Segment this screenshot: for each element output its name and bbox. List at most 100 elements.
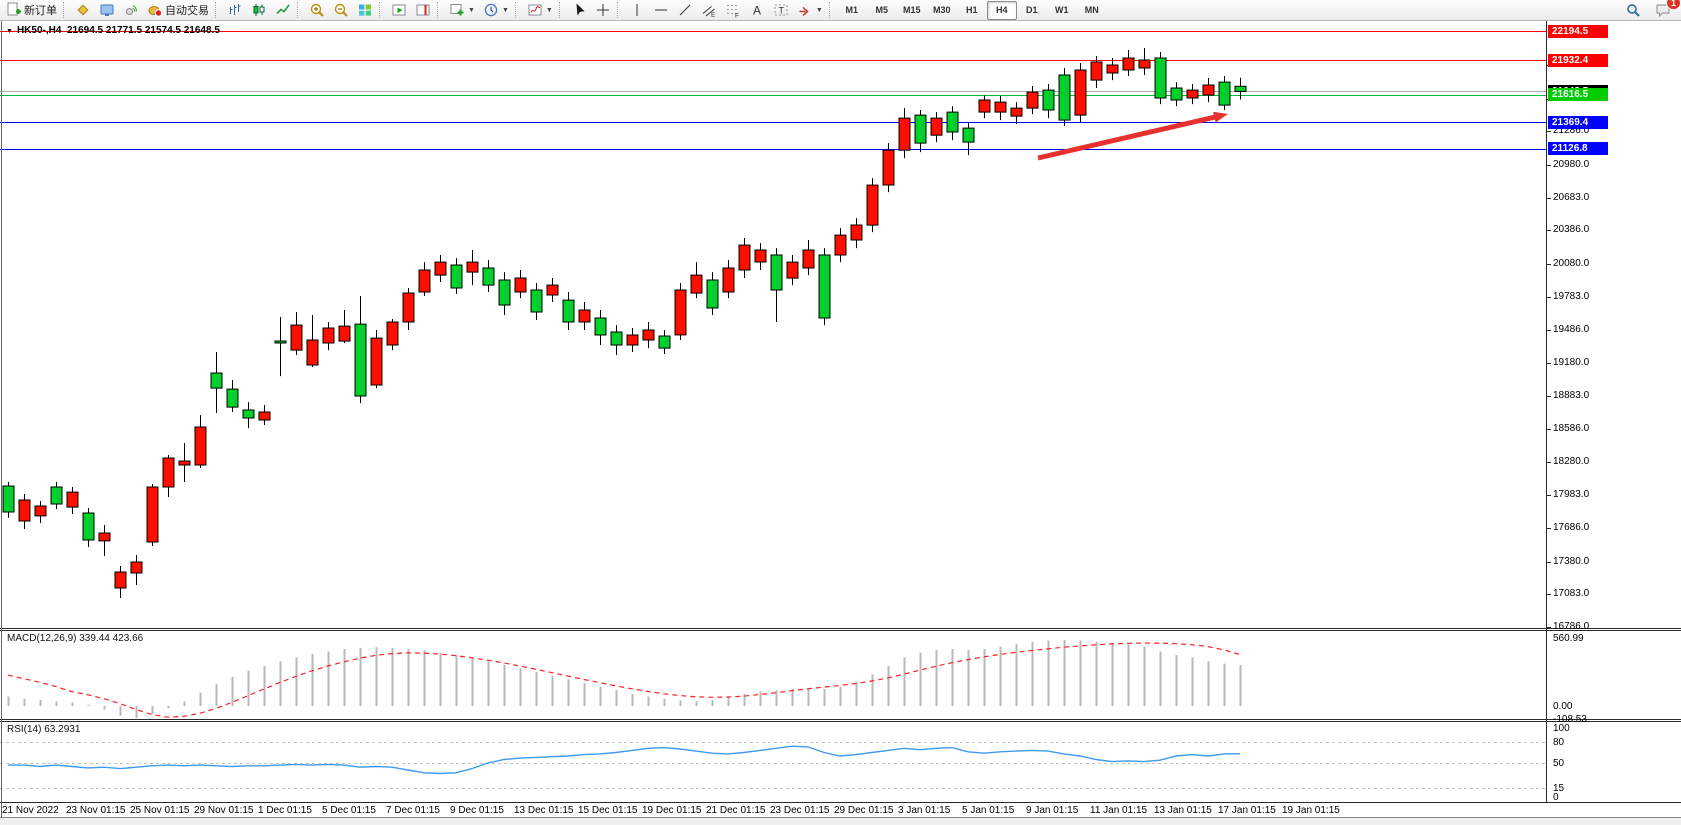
candle <box>162 457 175 488</box>
candle <box>98 532 111 542</box>
price-tick-label: 20683.0 <box>1553 192 1590 203</box>
pane-frames <box>0 21 1681 818</box>
vertical-line-button[interactable] <box>625 0 649 21</box>
candle <box>674 289 687 336</box>
candle <box>258 411 271 421</box>
notifications-button[interactable]: 1 <box>1651 0 1681 21</box>
candle <box>242 409 255 419</box>
search-button[interactable] <box>1621 0 1645 21</box>
price-level-lines[interactable] <box>0 31 1546 150</box>
candle <box>898 117 911 151</box>
candle <box>354 323 367 397</box>
signals-button[interactable] <box>119 0 143 21</box>
candle <box>882 149 895 186</box>
market-depth-button[interactable] <box>71 0 95 21</box>
crosshair-button[interactable] <box>591 0 615 21</box>
bar-chart-mode-icon <box>227 2 243 18</box>
time-axis-label: 9 Dec 01:15 <box>450 805 504 816</box>
toolbar-separator <box>297 2 303 18</box>
price-tick-label: 17983.0 <box>1553 489 1590 500</box>
timeframe-m30-button[interactable]: M30 <box>932 5 951 15</box>
symbol-collapse-icon[interactable]: ▼ <box>6 28 13 35</box>
new-order-button[interactable]: 新订单 <box>2 0 61 21</box>
tile-windows-button[interactable] <box>353 0 377 21</box>
new-order-label: 新订单 <box>24 5 57 17</box>
candle <box>1010 107 1023 117</box>
indicators-button[interactable]: ▼ <box>523 0 557 21</box>
candle <box>130 561 143 574</box>
candle <box>834 234 847 256</box>
terminal-icon <box>99 2 115 18</box>
candle <box>962 127 975 143</box>
candle <box>210 372 223 389</box>
candle <box>322 327 335 344</box>
auto-scroll-button[interactable] <box>387 0 411 21</box>
price-level-label: 21369.4 <box>1548 116 1608 129</box>
chart-shift-icon <box>415 2 431 18</box>
chevron-down-icon[interactable]: ▼ <box>545 6 553 14</box>
price-tick-label: 17380.0 <box>1553 556 1590 567</box>
trend-arrow-annotation[interactable] <box>1037 111 1228 161</box>
time-axis-label: 11 Jan 01:15 <box>1090 805 1148 816</box>
time-axis-label: 17 Jan 01:15 <box>1218 805 1276 816</box>
bar-chart-mode-button[interactable] <box>223 0 247 21</box>
chart-shift-button[interactable] <box>411 0 435 21</box>
time-axis-label: 19 Dec 01:15 <box>642 805 702 816</box>
macd-signal-value: 423.66 <box>112 633 144 644</box>
horizontal-line-icon <box>653 2 669 18</box>
toolbar: 新订单 自动交易 ▼ ▼ ▼ E F A T ▼ M1 M5 M15 M30 H1 H4 D1 W1 MN 1 <box>0 0 1681 21</box>
terminal-button[interactable] <box>95 0 119 21</box>
price-tick-label: 18280.0 <box>1553 456 1590 467</box>
time-axis-label: 13 Dec 01:15 <box>514 805 574 816</box>
line-chart-mode-button[interactable] <box>271 0 295 21</box>
timeframe-m5-button[interactable]: M5 <box>875 5 888 15</box>
timeframe-m1-button[interactable]: M1 <box>845 5 858 15</box>
svg-text:T: T <box>778 6 784 16</box>
candle <box>290 324 303 351</box>
toolbar-right-group: 1 <box>1621 0 1681 21</box>
rsi-value: 63.2931 <box>44 724 81 735</box>
timeframe-d1-button[interactable]: D1 <box>1025 5 1038 15</box>
timeframe-m15-button[interactable]: M15 <box>902 5 921 15</box>
timeframe-mn-button[interactable]: MN <box>1084 5 1099 15</box>
candle <box>482 267 495 286</box>
candlestick-mode-button[interactable] <box>247 0 271 21</box>
time-axis-label: 5 Jan 01:15 <box>962 805 1015 816</box>
equidistant-channel-button[interactable]: E <box>697 0 721 21</box>
chevron-down-icon[interactable]: ▼ <box>815 6 823 14</box>
arrows-button[interactable]: ▼ <box>793 0 827 21</box>
candle <box>1218 81 1231 106</box>
periods-button[interactable]: ▼ <box>479 0 513 21</box>
timeframe-w1-button[interactable]: W1 <box>1055 5 1069 15</box>
text-label-button[interactable]: T <box>769 0 793 21</box>
trendline-button[interactable] <box>673 0 697 21</box>
candle <box>610 331 623 346</box>
candle <box>978 99 991 113</box>
chevron-down-icon[interactable]: ▼ <box>468 6 475 14</box>
autotrading-button[interactable]: 自动交易 <box>143 0 213 21</box>
fibonacci-button[interactable]: F <box>721 0 745 21</box>
new-chart-button[interactable]: ▼ <box>445 0 479 21</box>
candle <box>402 292 415 323</box>
candle <box>802 249 815 269</box>
cursor-button[interactable] <box>567 0 591 21</box>
rsi-name: RSI(14) <box>7 724 42 735</box>
zoom-in-button[interactable] <box>305 0 329 21</box>
crosshair-icon <box>595 2 611 18</box>
timeframe-h1-button[interactable]: H1 <box>965 5 978 15</box>
text-button[interactable]: A <box>745 0 769 21</box>
horizontal-line-button[interactable] <box>649 0 673 21</box>
time-axis-label: 7 Dec 01:15 <box>386 805 440 816</box>
trendline-icon <box>677 2 693 18</box>
price-level-label: 21932.4 <box>1548 54 1608 67</box>
candle <box>370 337 383 386</box>
price-level-label: 21616.5 <box>1548 88 1608 101</box>
chevron-down-icon[interactable]: ▼ <box>501 6 509 14</box>
candle <box>1234 85 1247 92</box>
zoom-out-button[interactable] <box>329 0 353 21</box>
candle <box>1202 84 1215 96</box>
timeframe-h4-button[interactable]: H4 <box>986 0 1017 20</box>
cursor-icon <box>571 2 587 18</box>
